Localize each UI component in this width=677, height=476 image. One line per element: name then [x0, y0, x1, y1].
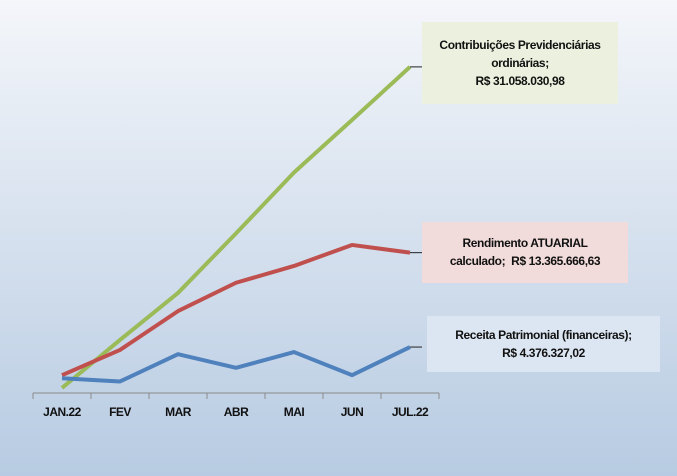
- value-label: R$ 13.365.666,63: [511, 254, 601, 268]
- x-tick-label: JAN.22: [43, 405, 82, 419]
- series-name: Contribuições Previdenciárias ordinárias…: [439, 38, 601, 70]
- x-tick-label: JUN: [341, 405, 364, 419]
- callout: Rendimento ATUARIAL calculado; R$ 13.365.…: [422, 222, 628, 283]
- callout: Receita Patrimonial (financeiras); R$ 4.3…: [427, 316, 660, 372]
- series-name: Receita Patrimonial (financeiras);: [455, 328, 632, 342]
- value-label: R$ 4.376.327,02: [502, 346, 585, 360]
- series-line: [61, 242, 411, 377]
- x-tick-label: MAI: [284, 405, 305, 419]
- series-line: [60, 65, 412, 390]
- series-line: [61, 345, 411, 384]
- x-tick-label: FEV: [109, 405, 131, 419]
- series-name: Rendimento ATUARIAL calculado;: [449, 236, 588, 268]
- value-label: R$ 31.058.030,98: [475, 74, 565, 88]
- x-tick-label: JUL.22: [392, 405, 429, 419]
- x-tick-label: ABR: [224, 405, 249, 419]
- callout: Contribuições Previdenciárias ordinárias…: [422, 22, 618, 104]
- x-tick-label: MAR: [165, 405, 192, 419]
